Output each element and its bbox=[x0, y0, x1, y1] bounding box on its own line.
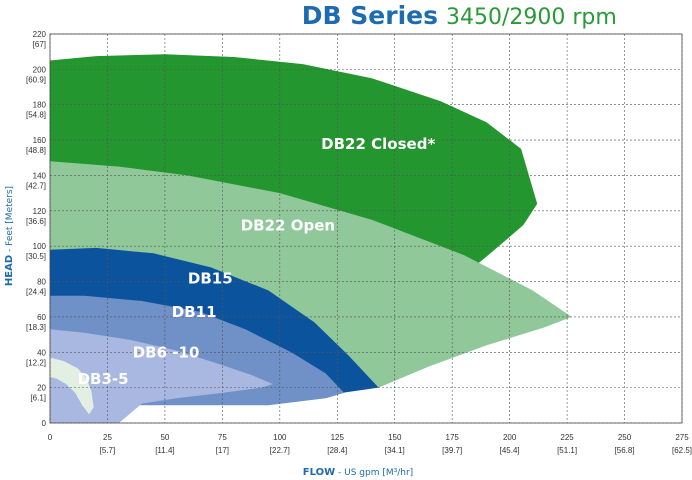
x-tick-label: 100 bbox=[273, 433, 287, 442]
zone-label-db3-5: DB3-5 bbox=[78, 370, 129, 388]
x-tick-metric: [56.8] bbox=[615, 446, 635, 455]
x-tick-label: 275 bbox=[675, 433, 689, 442]
x-tick-metric: [51.1] bbox=[557, 446, 577, 455]
y-axis-title-rest: - Feet [Meters] bbox=[5, 186, 15, 255]
y-tick-metric: [60.9] bbox=[26, 75, 46, 84]
zone-label-db22-open: DB22 Open bbox=[241, 216, 335, 234]
zone-label-db22-closed: DB22 Closed* bbox=[321, 135, 435, 153]
y-tick-label: 160 bbox=[33, 136, 47, 145]
chart-title-brand: DB Series bbox=[302, 1, 438, 30]
y-tick-label: 180 bbox=[33, 101, 47, 110]
y-tick-metric: [30.5] bbox=[26, 252, 46, 261]
y-tick-metric: [67] bbox=[33, 40, 46, 49]
x-tick-metric: [5.7] bbox=[100, 446, 116, 455]
y-tick-label: 80 bbox=[37, 278, 46, 287]
y-tick-metric: [36.6] bbox=[26, 217, 46, 226]
x-tick-label: 75 bbox=[218, 433, 227, 442]
zone-db6-10 bbox=[50, 329, 273, 423]
x-axis-ticks: 0 25 [5.7] 50 [11.4] 75 [17] 100 [22.7] 125 [28.4]… bbox=[48, 433, 692, 455]
x-axis-title: FLOW - US gpm [M³/hr] bbox=[303, 467, 413, 478]
y-axis-title-bold: HEAD bbox=[4, 255, 15, 286]
x-tick-label: 225 bbox=[560, 433, 574, 442]
y-tick-label: 60 bbox=[37, 313, 46, 322]
x-axis-title-bold: FLOW bbox=[303, 467, 335, 478]
y-tick-metric: [6.1] bbox=[30, 394, 46, 403]
zone-label-db15: DB15 bbox=[188, 269, 233, 287]
y-tick-label: 20 bbox=[37, 384, 46, 393]
y-tick-label: 220 bbox=[33, 30, 47, 39]
y-tick-label: 100 bbox=[33, 242, 47, 251]
x-tick-label: 125 bbox=[331, 433, 345, 442]
x-tick-metric: [17] bbox=[216, 446, 229, 455]
y-axis-title: HEAD - Feet [Meters] bbox=[4, 186, 15, 286]
x-tick-metric: [22.7] bbox=[270, 446, 290, 455]
y-tick-label: 0 bbox=[42, 419, 47, 428]
plot-frame bbox=[49, 33, 683, 424]
x-tick-metric: [28.4] bbox=[327, 446, 347, 455]
y-tick-label: 200 bbox=[33, 65, 47, 74]
y-tick-metric: [12.2] bbox=[26, 358, 46, 367]
x-tick-metric: [34.1] bbox=[385, 446, 405, 455]
chart-title: DB Series 3450/2900 rpm bbox=[302, 1, 617, 30]
y-tick-label: 140 bbox=[33, 171, 47, 180]
y-tick-label: 40 bbox=[37, 348, 46, 357]
zone-label-db6-10: DB6 -10 bbox=[133, 344, 200, 362]
x-tick-label: 0 bbox=[48, 433, 53, 442]
chart-grid bbox=[49, 33, 683, 424]
x-tick-metric: [62.5] bbox=[672, 446, 692, 455]
zone-label-db11: DB11 bbox=[172, 303, 217, 321]
x-tick-metric: [45.4] bbox=[500, 446, 520, 455]
x-tick-label: 175 bbox=[446, 433, 460, 442]
zone-db3-5 bbox=[50, 357, 94, 415]
x-tick-metric: [39.7] bbox=[442, 446, 462, 455]
x-tick-label: 50 bbox=[160, 433, 169, 442]
x-tick-label: 25 bbox=[103, 433, 112, 442]
y-tick-metric: [48.8] bbox=[26, 146, 46, 155]
x-tick-metric: [11.4] bbox=[155, 446, 174, 455]
y-tick-metric: [42.7] bbox=[26, 181, 46, 190]
y-tick-label: 120 bbox=[33, 207, 47, 216]
x-tick-label: 150 bbox=[388, 433, 402, 442]
performance-zones bbox=[50, 54, 572, 423]
x-tick-label: 250 bbox=[618, 433, 632, 442]
y-tick-metric: [18.3] bbox=[26, 323, 46, 332]
y-tick-metric: [54.8] bbox=[26, 111, 46, 120]
zone-labels: DB22 Closed* DB22 Open DB15 DB11 DB6 -10DB3-… bbox=[78, 135, 436, 388]
y-axis-ticks: 0 20[6.1] 40[12.2] 60[18.3] 80[24.4] 100[30.5… bbox=[26, 30, 47, 428]
x-axis-title-rest: - US gpm [M³/hr] bbox=[335, 468, 413, 478]
y-tick-metric: [24.4] bbox=[26, 288, 46, 297]
x-tick-label: 200 bbox=[503, 433, 517, 442]
chart-title-rpm: 3450/2900 rpm bbox=[446, 5, 617, 30]
